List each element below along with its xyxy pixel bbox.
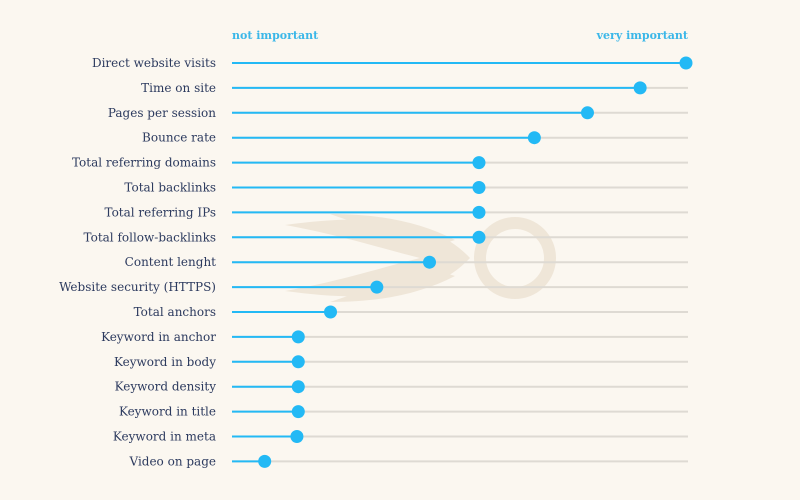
- category-label: Video on page: [128, 454, 216, 468]
- value-dot: [472, 181, 486, 194]
- category-label: Total anchors: [134, 305, 216, 319]
- category-label: Total backlinks: [124, 181, 216, 195]
- category-label: Total follow-backlinks: [84, 230, 216, 244]
- chart-rows: Direct website visits Time on site Pages p…: [59, 56, 693, 468]
- scale-label-not-important: not important: [232, 29, 319, 42]
- value-dot: [472, 156, 486, 170]
- value-dot: [580, 106, 594, 120]
- value-dot: [370, 280, 384, 294]
- value-dot: [422, 255, 436, 269]
- category-label: Website security (HTTPS): [59, 280, 216, 294]
- category-label: Keyword density: [115, 380, 217, 394]
- value-dot: [527, 131, 541, 145]
- value-dot: [290, 430, 304, 443]
- category-label: Keyword in body: [114, 355, 216, 369]
- value-dot: [291, 330, 305, 344]
- category-label: Total referring IPs: [105, 205, 217, 219]
- semrush-logo-watermark: [285, 214, 556, 302]
- category-label: Bounce rate: [142, 131, 216, 145]
- category-label: Keyword in title: [119, 405, 216, 419]
- value-dot: [324, 305, 338, 319]
- category-label: Time on site: [141, 81, 216, 95]
- scale-label-very-important: very important: [596, 29, 689, 42]
- value-dot: [679, 56, 693, 70]
- value-dot: [291, 355, 305, 369]
- category-label: Keyword in anchor: [101, 330, 216, 344]
- value-dot: [291, 380, 305, 394]
- value-dot: [291, 405, 305, 419]
- value-dot: [258, 454, 272, 468]
- value-dot: [633, 81, 647, 95]
- value-dot: [472, 230, 486, 244]
- category-label: Total referring domains: [72, 156, 216, 170]
- category-label: Direct website visits: [92, 56, 216, 70]
- category-label: Pages per session: [108, 106, 216, 120]
- category-label: Content lenght: [125, 255, 217, 269]
- value-dot: [472, 205, 486, 219]
- category-label: Keyword in meta: [113, 430, 216, 444]
